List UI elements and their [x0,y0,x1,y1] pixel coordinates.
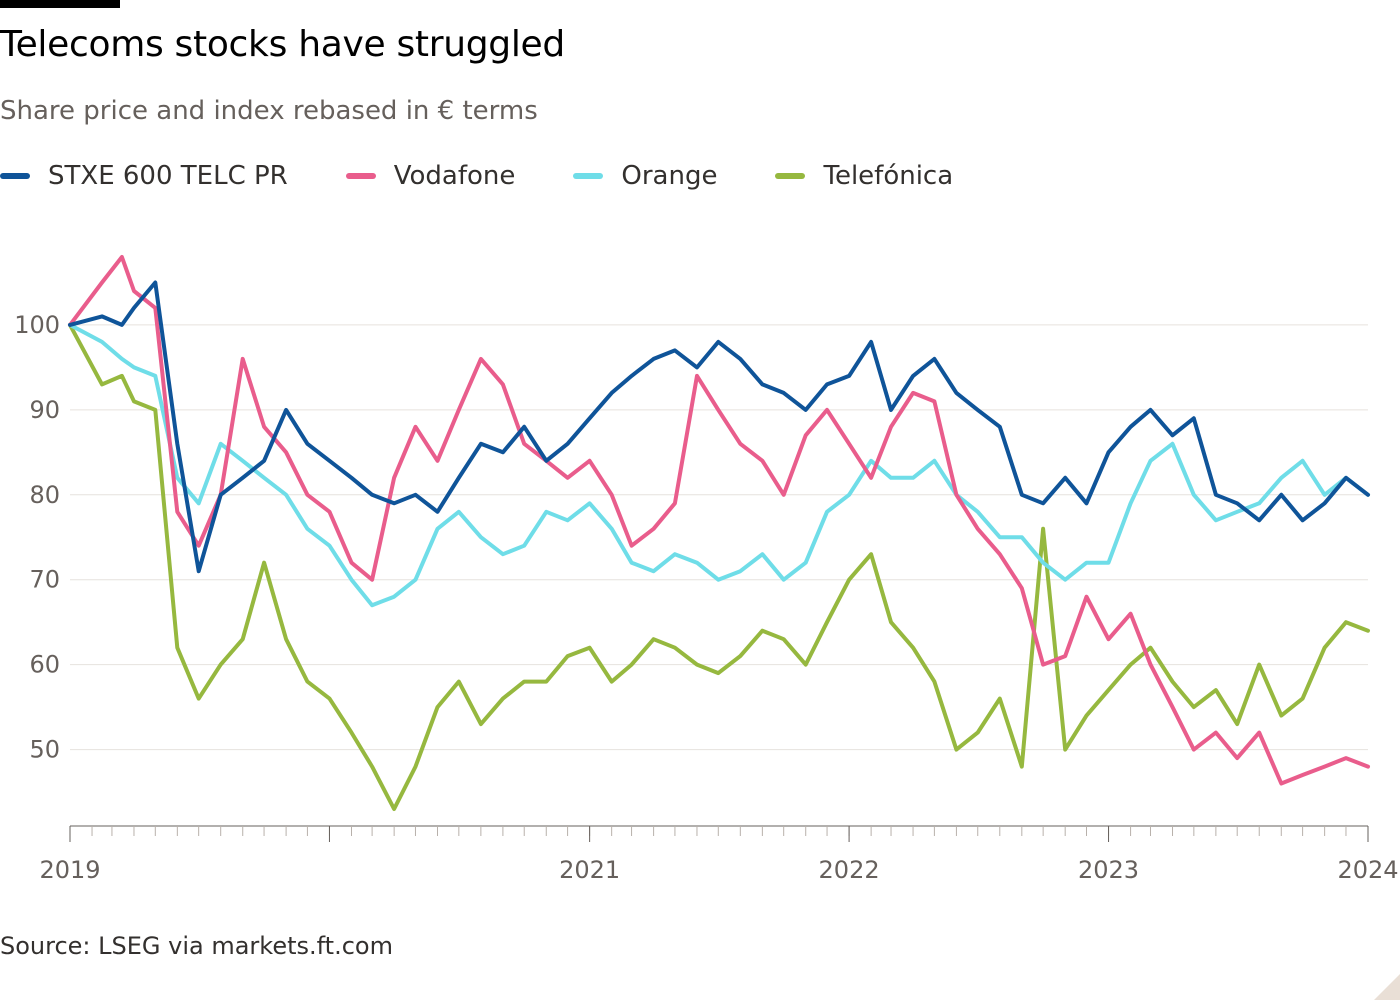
series-line-vodafone [68,255,1370,786]
y-tick-label-50: 50 [29,736,60,764]
x-tick-label-2024: 2024 [1337,856,1398,884]
corner-mark [1374,974,1400,1000]
legend-label-index: STXE 600 TELC PR [48,161,288,191]
legend-label-orange: Orange [621,161,718,191]
legend-item-index: STXE 600 TELC PR [0,161,288,191]
brand-bar [0,0,120,8]
chart-title: Telecoms stocks have struggled [0,24,565,65]
legend-label-vodafone: Vodafone [393,161,516,191]
legend-item-vodafone: Vodafone [345,161,516,191]
chart-subtitle: Share price and index rebased in € terms [0,96,538,126]
legend-swatch-index [0,173,30,179]
legend-item-orange: Orange [573,161,717,191]
y-tick-label-90: 90 [29,396,60,424]
legend-swatch-vodafone [345,173,376,179]
line-chart: 50 60 70 80 90 100 2019 2021 2022 2023 2024 [14,255,1399,884]
legend-item-telefonica: Telefónica [775,161,953,191]
series-lines [68,255,1370,811]
y-axis-labels: 50 60 70 80 90 100 [14,311,60,764]
y-tick-label-100: 100 [14,311,60,339]
x-axis: 2019 2021 2022 2023 2024 [39,825,1399,884]
series-line-stxe-600-telc-pr [68,280,1370,574]
legend-label-telefonica: Telefónica [823,161,954,191]
legend: STXE 600 TELC PR Vodafone Orange Telefón… [0,158,1011,194]
source-note: Source: LSEG via markets.ft.com [0,932,393,960]
y-tick-label-70: 70 [29,566,60,594]
series-line-telef-nica [68,322,1370,811]
x-tick-label-2022: 2022 [819,856,880,884]
y-tick-label-80: 80 [29,481,60,509]
y-tick-label-60: 60 [29,651,60,679]
x-tick-label-2019: 2019 [39,856,100,884]
legend-swatch-orange [573,173,604,179]
gridlines [70,324,1368,751]
x-tick-label-2023: 2023 [1078,856,1139,884]
x-tick-label-2021: 2021 [559,856,620,884]
legend-swatch-telefonica [775,173,806,179]
series-line-orange [68,322,1370,608]
